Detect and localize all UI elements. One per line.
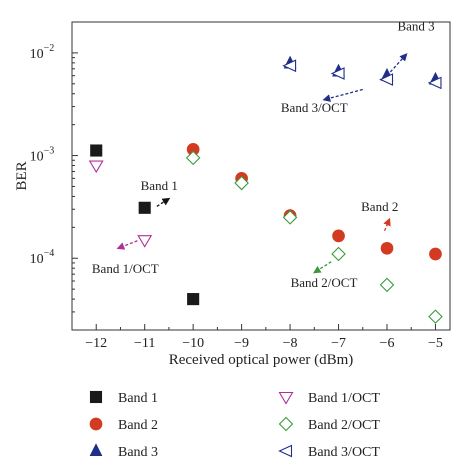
point-band-1: [138, 201, 151, 214]
legend-item-band-2-oct: Band 2/OCT: [278, 416, 380, 433]
legend-item-band-2: Band 2: [89, 417, 158, 433]
y-axis-label: BER: [14, 161, 30, 190]
annotation-arrow-band-1: [156, 197, 171, 207]
x-axis: −12 −11 −10 −9 −8 −7 −6 −5: [71, 324, 443, 351]
point-band-1: [90, 144, 103, 157]
legend-marker-band-1-oct: [278, 391, 294, 405]
legend-marker-band-3-oct: [278, 444, 293, 458]
annotations: Band 1 Band 1/OCT Band 2 Band 2/OCT Band 3 Ba…: [92, 19, 435, 290]
point-band-1: [187, 293, 200, 306]
legend-marker-band-1: [89, 390, 103, 404]
point-band-2-oct: [282, 210, 298, 225]
data-markers: [88, 55, 443, 324]
point-band-2-oct: [428, 309, 443, 324]
legend-marker-band-2-oct: [278, 416, 294, 432]
x-tick-label: −10: [182, 336, 204, 351]
annotation-label-band-3: Band 3: [397, 19, 434, 34]
point-band-2: [380, 241, 394, 255]
point-band-1-oct: [88, 160, 104, 174]
legend-label-band-3: Band 3: [118, 445, 158, 460]
y-tick-label: 10−4: [30, 248, 55, 267]
point-band-2: [429, 247, 442, 261]
x-tick-label: −11: [134, 336, 155, 351]
legend-label-band-3-oct: Band 3/OCT: [308, 445, 380, 460]
point-band-3-oct: [379, 73, 394, 86]
annotation-label-band-2-oct: Band 2/OCT: [291, 275, 358, 290]
legend-label-band-2-oct: Band 2/OCT: [308, 418, 380, 433]
x-tick-label: −5: [428, 336, 443, 351]
point-band-2-oct: [379, 277, 395, 293]
x-axis-label: Received optical power (dBm): [169, 352, 354, 368]
legend-item-band-3-oct: Band 3/OCT: [278, 444, 380, 460]
annotation-arrow-band-3-oct: [322, 88, 363, 102]
point-band-2-oct: [331, 246, 346, 262]
x-tick-label: −12: [85, 336, 107, 351]
legend: Band 1 Band 1/OCT Band 2 Band 2/OCT Band 3 Ba…: [89, 390, 380, 460]
annotation-label-band-1-oct: Band 1/OCT: [92, 261, 159, 276]
legend-item-band-3: Band 3: [89, 443, 158, 460]
point-band-2-oct: [234, 175, 249, 191]
legend-label-band-1: Band 1: [118, 391, 158, 406]
annotation-label-band-3-oct: Band 3/OCT: [281, 100, 348, 115]
x-tick-label: −7: [331, 336, 346, 351]
annotation-arrow-band-2-oct: [312, 261, 332, 274]
point-band-1-oct: [137, 235, 153, 248]
x-tick-label: −9: [234, 336, 249, 351]
y-axis: 10−4 10−3 10−2: [30, 21, 78, 331]
annotation-arrow-band-1-oct: [116, 240, 138, 250]
annotation-arrow-band-2: [383, 217, 391, 232]
y-tick-label: 10−3: [30, 146, 55, 165]
point-band-3-oct: [282, 59, 297, 73]
annotation-arrow-band-3: [386, 53, 408, 77]
legend-marker-band-3: [89, 443, 103, 457]
plot-frame: [71, 21, 451, 331]
point-band-2-oct: [185, 150, 201, 166]
annotation-label-band-1: Band 1: [141, 178, 178, 193]
plot-area: −12 −11 −10 −9 −8 −7 −6 −5 10−410−310−2 Band 1B…: [30, 19, 451, 351]
x-tick-label: −6: [380, 336, 395, 351]
legend-label-band-2: Band 2: [118, 418, 158, 433]
legend-label-band-1-oct: Band 1/OCT: [308, 391, 380, 406]
point-band-3-oct: [330, 67, 345, 80]
legend-marker-band-2: [89, 417, 103, 431]
y-tick-label: 10−2: [30, 43, 55, 62]
legend-item-band-1-oct: Band 1/OCT: [278, 391, 380, 406]
point-band-2: [332, 229, 345, 243]
x-tick-label: −8: [283, 336, 298, 351]
annotation-label-band-2: Band 2: [361, 199, 398, 214]
legend-item-band-1: Band 1: [89, 390, 158, 406]
point-band-3-oct: [427, 76, 442, 90]
